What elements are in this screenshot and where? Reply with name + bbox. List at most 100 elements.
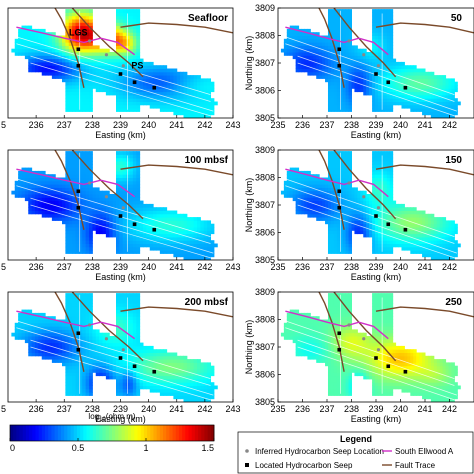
survey-track [297,55,457,112]
x-tick-label: 237 [319,404,334,414]
y-tick-label: 3809 [255,3,275,13]
located-seep [403,369,408,374]
colorbar-cell [150,425,154,441]
located-seep [337,63,342,68]
inferred-seep [347,181,351,185]
x-tick-label: 240 [141,262,156,272]
survey-tracks [16,10,214,117]
x-tick-label: 240 [393,262,408,272]
survey-track [285,36,455,95]
colorbar-cell [194,425,199,441]
survey-track [16,185,211,244]
panel-title: 250 [445,297,462,308]
colorbar-cell [32,425,36,441]
colorbar-cell [25,425,30,441]
survey-track [30,55,214,112]
x-tick-label: 237 [57,404,72,414]
colorbar-cell [76,425,81,441]
x-tick-label: 239 [113,262,128,272]
survey-track [285,185,455,244]
y-tick-label: 3806 [255,86,275,96]
located-seep [118,214,123,218]
survey-track [16,43,211,102]
x-tick-label: 240 [393,120,408,130]
x-tick-label: 238 [85,120,100,130]
x-axis-label: Easting (km) [351,272,402,282]
inferred-seep [376,206,381,210]
colorbar-cell [45,425,49,441]
inferred-seep [347,39,351,43]
colorbar-tick-label: 0 [10,443,15,453]
inferred-seep [376,348,381,352]
y-tick-label: 3808 [255,315,275,325]
panel-title: 200 mbsf [185,297,229,308]
survey-tracks [285,10,457,117]
legend-item-label: South Ellwood A [395,447,454,456]
located-seep [386,364,391,369]
survey-track [285,320,455,379]
colorbar-cell [48,425,52,441]
fault-trace [54,150,85,230]
colorbar-cell [169,425,173,441]
colorbar-cell [172,425,177,441]
y-tick-label: 3805 [255,255,275,265]
located-seep [132,80,137,85]
x-tick-label: 239 [368,262,383,272]
legend: Legend Inferred Hydrocarbon Seep Location… [237,431,474,474]
x-tick-label: 236 [295,262,310,272]
colorbar-cell [61,425,65,441]
colorbar-cell [210,425,215,441]
colorbar-cell [191,425,196,441]
survey-track [16,327,211,386]
survey-track [297,197,457,254]
inferred-seep [121,64,125,68]
x-axis-label: Easting (km) [351,414,402,424]
x-tick-label: 240 [393,404,408,414]
x-tick-label: 237 [319,120,334,130]
resistivity-cells [11,151,218,260]
map-panel-2: 50 235 236 237 238 239 240 241 242 Easting (km) 38… [244,3,474,140]
seep-label: LGS [69,28,88,38]
legend-box [237,431,474,474]
colorbar-cell [140,425,145,441]
colorbar-cell [131,425,135,441]
x-tick-label: 243 [225,404,240,414]
survey-track [16,320,211,379]
survey-track [285,327,455,386]
located-seep [152,85,157,90]
colorbar-cell [86,425,91,441]
colorbar-label: log10(ohm m) [88,412,135,423]
x-tick-label: 242 [197,262,212,272]
located-seep [337,47,342,52]
colorbar-cell [13,425,17,441]
survey-track [297,62,457,117]
survey-track [16,36,211,95]
fault-trace [120,306,233,318]
legend-marker-dot [245,449,249,453]
x-axis-label: Easting (km) [95,130,146,140]
x-tick-label: 239 [113,404,128,414]
fault-trace [318,150,345,230]
colorbar-cell [188,425,193,441]
fault-trace [54,292,85,372]
colorbar-cell [54,425,59,441]
y-tick-label: 3807 [255,342,275,352]
y-tick-label: 3805 [255,397,275,407]
x-tick-label: 242 [442,120,457,130]
colorbar-cell [35,425,40,441]
located-seep [152,227,157,232]
colorbar-cell [96,425,100,441]
colorbar-cell [134,425,138,441]
x-tick-label: 236 [29,120,44,130]
map-panel-6: 250 235 236 237 238 239 240 241 242 Easting (km) 3… [244,287,474,424]
south-ellwood-line [16,168,136,198]
map-panel-1: LGS PS Seafloor 236 237 238 239 240 241 242 243 5 Ea… [1,7,241,140]
colorbar-cell [185,425,189,441]
located-seep [403,227,408,232]
survey-track [297,339,457,396]
colorbar-cell [57,425,62,441]
colorbar-cell [127,425,132,441]
inferred-seep [104,337,109,341]
located-seep [386,80,391,85]
y-tick-label: 3806 [255,370,275,380]
